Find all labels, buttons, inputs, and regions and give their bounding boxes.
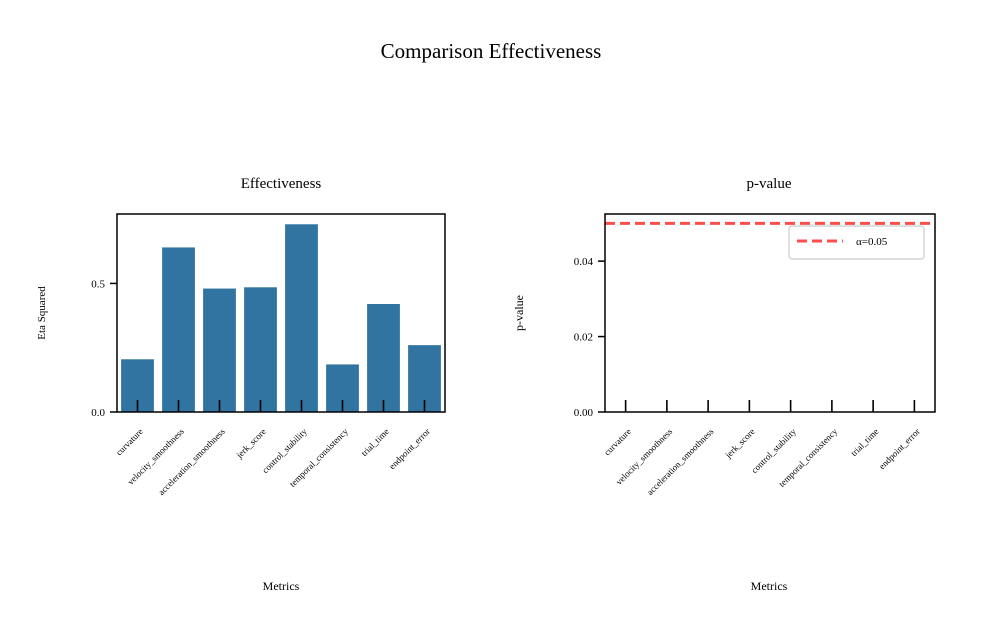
ytick-label: 0.00 (574, 407, 594, 419)
bar-acceleration-smoothness (203, 288, 236, 412)
bar-control-stability (285, 224, 318, 412)
chart-effectiveness: Effectiveness curvaturevelocity_smoothne… (36, 176, 446, 593)
chart-pvalue: p-value curvaturevelocity_smoothnessacce… (512, 176, 936, 593)
chart-pvalue-ylabel: p-value (512, 295, 526, 331)
chart-effectiveness-axes-frame (116, 213, 446, 413)
chart-pvalue-axes-frame (604, 213, 936, 413)
xtick-label-jerk-score: jerk_score (234, 426, 268, 460)
chart-pvalue-title: p-value (747, 176, 792, 192)
xtick-label-trial-time: trial_time (849, 426, 881, 458)
xtick-label-endpoint-error: endpoint_error (387, 426, 432, 471)
chart-effectiveness-yticks: 0.0 0.5 (91, 278, 117, 419)
xtick-label-jerk-score: jerk_score (723, 426, 757, 460)
xtick-label-trial-time: trial_time (359, 426, 391, 458)
chart-pvalue-xticks: curvaturevelocity_smoothnessacceleration… (602, 400, 922, 497)
bar-trial-time (367, 304, 400, 412)
chart-pvalue-yticks: 0.00 0.02 0.04 (574, 256, 605, 419)
chart-effectiveness-xlabel: Metrics (263, 579, 300, 593)
bar-velocity-smoothness (162, 247, 195, 412)
xtick-label-acceleration-smoothness: acceleration_smoothness (156, 426, 227, 497)
ytick-label: 0.02 (574, 332, 593, 344)
ytick-label: 0.5 (91, 278, 105, 290)
chart-pvalue-legend: α=0.05 (788, 225, 925, 260)
xtick-label-curvature: curvature (602, 426, 633, 457)
xtick-label-acceleration-smoothness: acceleration_smoothness (645, 426, 716, 497)
ytick-label: 0.04 (574, 256, 594, 268)
chart-effectiveness-bars (121, 224, 441, 412)
xtick-label-curvature: curvature (114, 426, 145, 457)
legend-label: α=0.05 (856, 236, 888, 248)
legend-box (788, 225, 925, 260)
xtick-label-endpoint-error: endpoint_error (877, 426, 922, 471)
bar-jerk-score (244, 287, 277, 412)
chart-effectiveness-title: Effectiveness (241, 176, 322, 192)
figure-title: Comparison Effectiveness (381, 39, 602, 63)
ytick-label: 0.0 (91, 407, 105, 419)
chart-effectiveness-xticks: curvaturevelocity_smoothnessacceleration… (114, 400, 432, 497)
chart-effectiveness-ylabel: Eta Squared (36, 286, 48, 340)
chart-pvalue-xlabel: Metrics (751, 579, 788, 593)
